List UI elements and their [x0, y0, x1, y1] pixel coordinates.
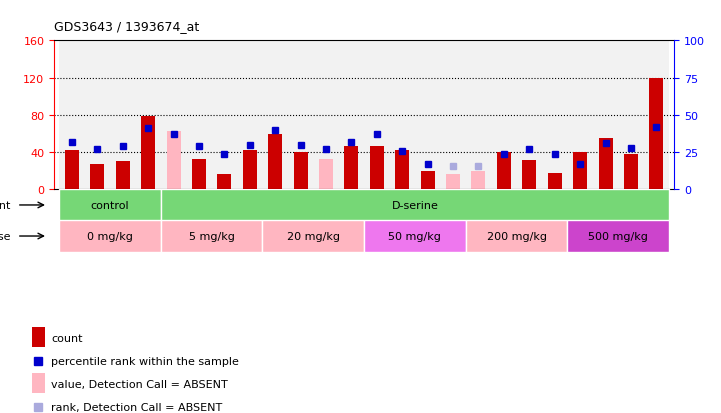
Text: 500 mg/kg: 500 mg/kg — [588, 231, 648, 242]
Bar — [161, 190, 669, 221]
Text: value, Detection Call = ABSENT: value, Detection Call = ABSENT — [51, 379, 228, 389]
Bar — [339, 41, 364, 190]
Bar — [32, 373, 45, 393]
Bar — [420, 171, 435, 190]
Text: 200 mg/kg: 200 mg/kg — [487, 231, 547, 242]
Bar — [59, 190, 161, 221]
Bar — [364, 41, 389, 190]
Bar — [65, 151, 79, 190]
Bar — [497, 153, 511, 190]
Bar — [466, 221, 567, 252]
Bar — [212, 41, 237, 190]
Bar — [415, 41, 441, 190]
Bar — [186, 41, 212, 190]
Bar — [598, 139, 613, 190]
Bar — [472, 171, 485, 190]
Text: 0 mg/kg: 0 mg/kg — [87, 231, 133, 242]
Bar — [262, 221, 364, 252]
Text: percentile rank within the sample: percentile rank within the sample — [51, 356, 239, 366]
Bar — [141, 116, 155, 190]
Bar — [548, 173, 562, 190]
Bar — [389, 41, 415, 190]
Bar — [136, 41, 161, 190]
Bar — [115, 162, 130, 190]
Bar — [314, 41, 339, 190]
Bar — [268, 134, 282, 190]
Bar — [161, 221, 262, 252]
Bar — [522, 160, 536, 190]
Text: agent: agent — [0, 200, 11, 211]
Bar — [32, 328, 45, 348]
Bar — [466, 41, 491, 190]
Bar — [59, 221, 161, 252]
Bar — [542, 41, 567, 190]
Bar — [567, 41, 593, 190]
Bar — [491, 41, 516, 190]
Bar — [370, 146, 384, 190]
Text: D-serine: D-serine — [392, 200, 438, 211]
Bar — [573, 153, 587, 190]
Text: count: count — [51, 334, 83, 344]
Bar — [446, 174, 460, 190]
Bar — [624, 154, 638, 190]
Bar — [59, 41, 84, 190]
Bar — [293, 153, 308, 190]
Bar — [161, 41, 186, 190]
Bar — [319, 159, 333, 190]
Text: 20 mg/kg: 20 mg/kg — [287, 231, 340, 242]
Bar — [262, 41, 288, 190]
Bar — [395, 151, 410, 190]
Text: 5 mg/kg: 5 mg/kg — [189, 231, 234, 242]
Bar — [167, 131, 180, 190]
Bar — [84, 41, 110, 190]
Bar — [217, 174, 231, 190]
Bar — [567, 221, 669, 252]
Bar — [650, 78, 663, 190]
Bar — [90, 165, 105, 190]
Bar — [516, 41, 542, 190]
Bar — [288, 41, 314, 190]
Bar — [243, 151, 257, 190]
Text: GDS3643 / 1393674_at: GDS3643 / 1393674_at — [54, 20, 199, 33]
Text: rank, Detection Call = ABSENT: rank, Detection Call = ABSENT — [51, 402, 222, 412]
Text: dose: dose — [0, 231, 11, 242]
Bar — [110, 41, 136, 190]
Bar — [593, 41, 618, 190]
Bar — [345, 146, 358, 190]
Bar — [618, 41, 644, 190]
Text: control: control — [91, 200, 129, 211]
Bar — [364, 221, 466, 252]
Bar — [192, 159, 206, 190]
Bar — [237, 41, 262, 190]
Bar — [644, 41, 669, 190]
Bar — [441, 41, 466, 190]
Text: 50 mg/kg: 50 mg/kg — [389, 231, 441, 242]
